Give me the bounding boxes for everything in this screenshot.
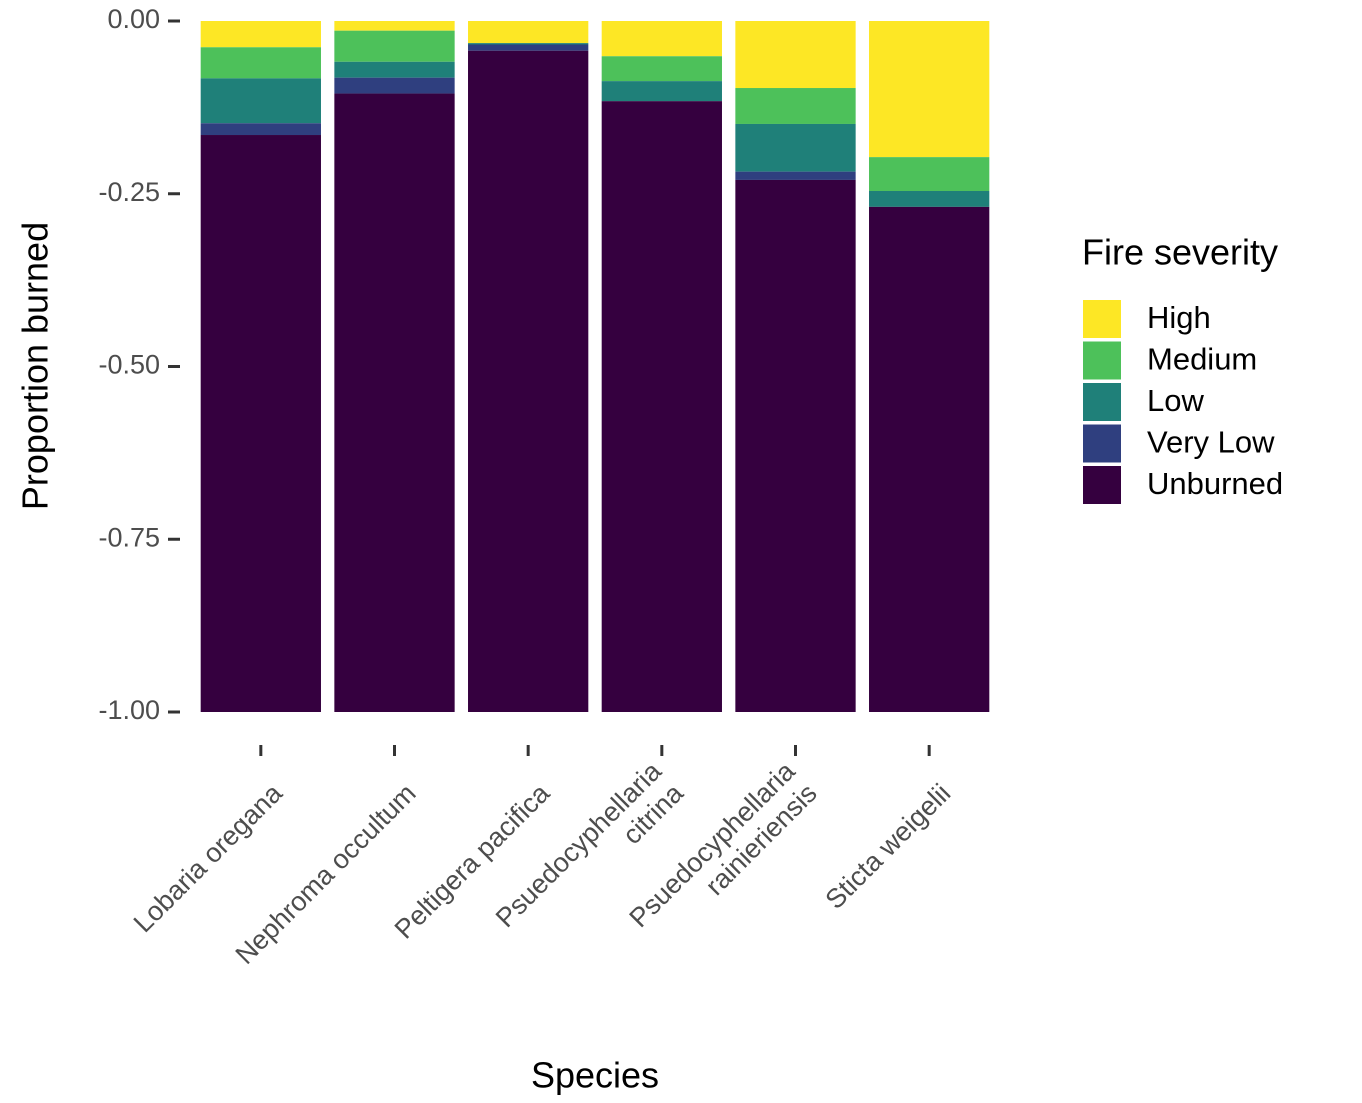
y-tick-label: -0.50 xyxy=(98,350,160,380)
bar-segment xyxy=(735,88,856,124)
y-tick-label: -0.75 xyxy=(98,522,160,552)
bar-segment xyxy=(869,21,990,158)
bar-segment xyxy=(735,171,856,180)
bar-segment xyxy=(468,21,589,44)
legend-label: High xyxy=(1147,300,1211,335)
legend-key xyxy=(1083,341,1121,380)
x-tick-label: Sticta weigelii xyxy=(820,778,957,915)
bar-segment xyxy=(468,43,589,45)
legend-title: Fire severity xyxy=(1082,232,1278,273)
bar-segment xyxy=(334,61,455,78)
bar-segment xyxy=(735,21,856,89)
bar-segment xyxy=(334,77,455,94)
legend-key xyxy=(1083,300,1121,338)
bar-segment xyxy=(200,47,321,79)
bar-segment xyxy=(735,179,856,712)
bar-segment xyxy=(869,190,990,207)
bar-segment xyxy=(334,30,455,62)
x-tick-label: Psuedocyphellariacitrina xyxy=(490,755,690,955)
bar-segment xyxy=(601,21,722,57)
legend-label: Low xyxy=(1147,383,1204,418)
legend-key xyxy=(1083,466,1121,504)
bar-segment xyxy=(334,21,455,31)
bar-segment xyxy=(468,50,589,712)
y-axis-title: Proportion burned xyxy=(15,222,56,510)
bar-segment xyxy=(468,44,589,51)
x-axis-title: Species xyxy=(531,1055,659,1096)
y-tick-label: -1.00 xyxy=(98,695,160,725)
legend-key xyxy=(1083,424,1121,463)
bar-segment xyxy=(601,101,722,712)
bar-segment xyxy=(200,135,321,712)
y-tick-label: 0.00 xyxy=(107,4,160,34)
bar-segment xyxy=(200,123,321,136)
legend-label: Unburned xyxy=(1147,466,1283,501)
bar-segment xyxy=(869,157,990,191)
x-tick-label-line: Sticta weigelii xyxy=(820,778,957,915)
bar-segment xyxy=(869,206,990,712)
bar-segment xyxy=(601,56,722,82)
bar-segment xyxy=(334,93,455,713)
bar-segment xyxy=(200,78,321,124)
legend-label: Medium xyxy=(1147,342,1257,377)
y-tick-label: -0.25 xyxy=(98,177,160,207)
bar-segment xyxy=(735,123,856,172)
bar-segment xyxy=(200,21,321,48)
legend-label: Very Low xyxy=(1147,425,1275,460)
bar-segment xyxy=(601,81,722,102)
legend-key xyxy=(1083,383,1121,421)
